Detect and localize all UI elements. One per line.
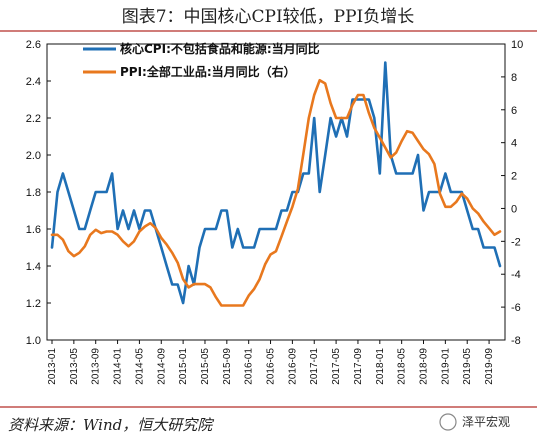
- left-tick-label: 1.6: [26, 224, 41, 236]
- x-tick-label: 2017-05: [331, 348, 342, 385]
- series-lines: [50, 61, 502, 307]
- series-line-ppi: [50, 78, 502, 307]
- right-tick-label: -2: [511, 236, 521, 248]
- right-axis-ticks: -8 -6 -4 -2 0 2 4 6 8 10: [501, 39, 523, 347]
- right-tick-label: 2: [511, 171, 517, 183]
- left-tick-label: 2.2: [26, 113, 41, 125]
- left-tick-label: 1.2: [26, 298, 41, 310]
- watermark-label: 泽平宏观: [462, 414, 510, 429]
- x-tick-label: 2015-05: [200, 348, 211, 385]
- x-tick-label: 2013-01: [47, 348, 58, 385]
- x-tick-label: 2018-01: [375, 348, 386, 385]
- left-axis-ticks: 1.0 1.2 1.4 1.6 1.8 2.0 2.2 2.4 2.6: [26, 39, 51, 347]
- right-tick-label: -4: [511, 269, 521, 281]
- x-tick-label: 2015-09: [222, 348, 233, 385]
- right-tick-label: -6: [511, 302, 521, 314]
- x-tick-label: 2013-09: [91, 348, 102, 385]
- chart-title: 图表7：中国核心CPI较低，PPI负增长: [122, 7, 415, 27]
- right-tick-label: 0: [511, 203, 517, 215]
- x-tick-label: 2017-09: [353, 348, 364, 385]
- left-tick-label: 1.4: [26, 261, 41, 273]
- x-tick-label: 2013-05: [69, 348, 80, 385]
- x-tick-label: 2019-09: [484, 348, 495, 385]
- left-tick-label: 1.0: [26, 335, 41, 347]
- x-tick-label: 2018-09: [419, 348, 430, 385]
- x-tick-label: 2016-09: [287, 348, 298, 385]
- x-tick-label: 2017-01: [309, 348, 320, 385]
- left-tick-label: 2.0: [26, 150, 41, 162]
- wechat-icon: [439, 413, 457, 431]
- right-tick-label: 6: [511, 105, 517, 117]
- left-tick-label: 2.4: [26, 76, 41, 88]
- watermark: 泽平宏观: [439, 413, 510, 431]
- series-line-core-cpi: [50, 61, 502, 305]
- x-tick-label: 2014-09: [156, 348, 167, 385]
- x-tick-label: 2014-05: [134, 348, 145, 385]
- legend: 核心CPI:不包括食品和能源:当月同比 PPI:全部工业品:当月同比（右）: [83, 41, 320, 79]
- left-tick-label: 2.6: [26, 39, 41, 51]
- x-tick-label: 2014-01: [113, 348, 124, 385]
- x-tick-label: 2019-05: [462, 348, 473, 385]
- right-tick-label: 8: [511, 72, 517, 84]
- source-note: 资料来源：Wind，恒大研究院: [8, 416, 214, 434]
- right-tick-label: -8: [511, 335, 521, 347]
- right-tick-label: 4: [511, 138, 517, 150]
- x-tick-label: 2015-01: [178, 348, 189, 385]
- right-tick-label: 10: [511, 39, 523, 51]
- left-tick-label: 1.8: [26, 187, 41, 199]
- x-tick-label: 2016-01: [244, 348, 255, 385]
- legend-label-ppi: PPI:全部工业品:当月同比（右）: [120, 64, 296, 79]
- x-tick-label: 2018-05: [397, 348, 408, 385]
- x-tick-label: 2016-05: [266, 348, 277, 385]
- legend-label-core-cpi: 核心CPI:不包括食品和能源:当月同比: [120, 41, 320, 56]
- x-axis-ticks: 2013-01 2013-05 2013-09 2014-01 2014-05 2014-…: [47, 340, 495, 385]
- x-tick-label: 2019-01: [440, 348, 451, 385]
